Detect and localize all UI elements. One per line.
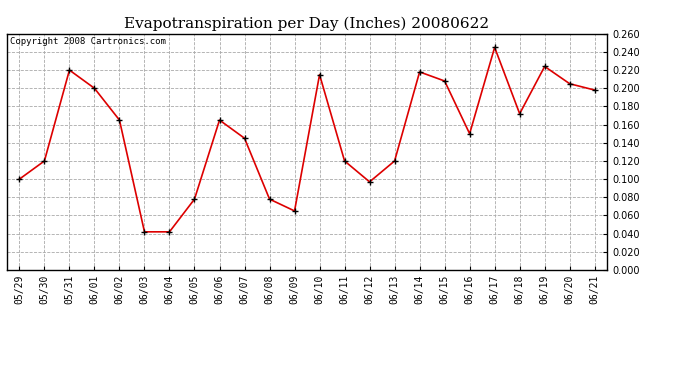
Text: Copyright 2008 Cartronics.com: Copyright 2008 Cartronics.com bbox=[10, 37, 166, 46]
Title: Evapotranspiration per Day (Inches) 20080622: Evapotranspiration per Day (Inches) 2008… bbox=[124, 17, 490, 31]
